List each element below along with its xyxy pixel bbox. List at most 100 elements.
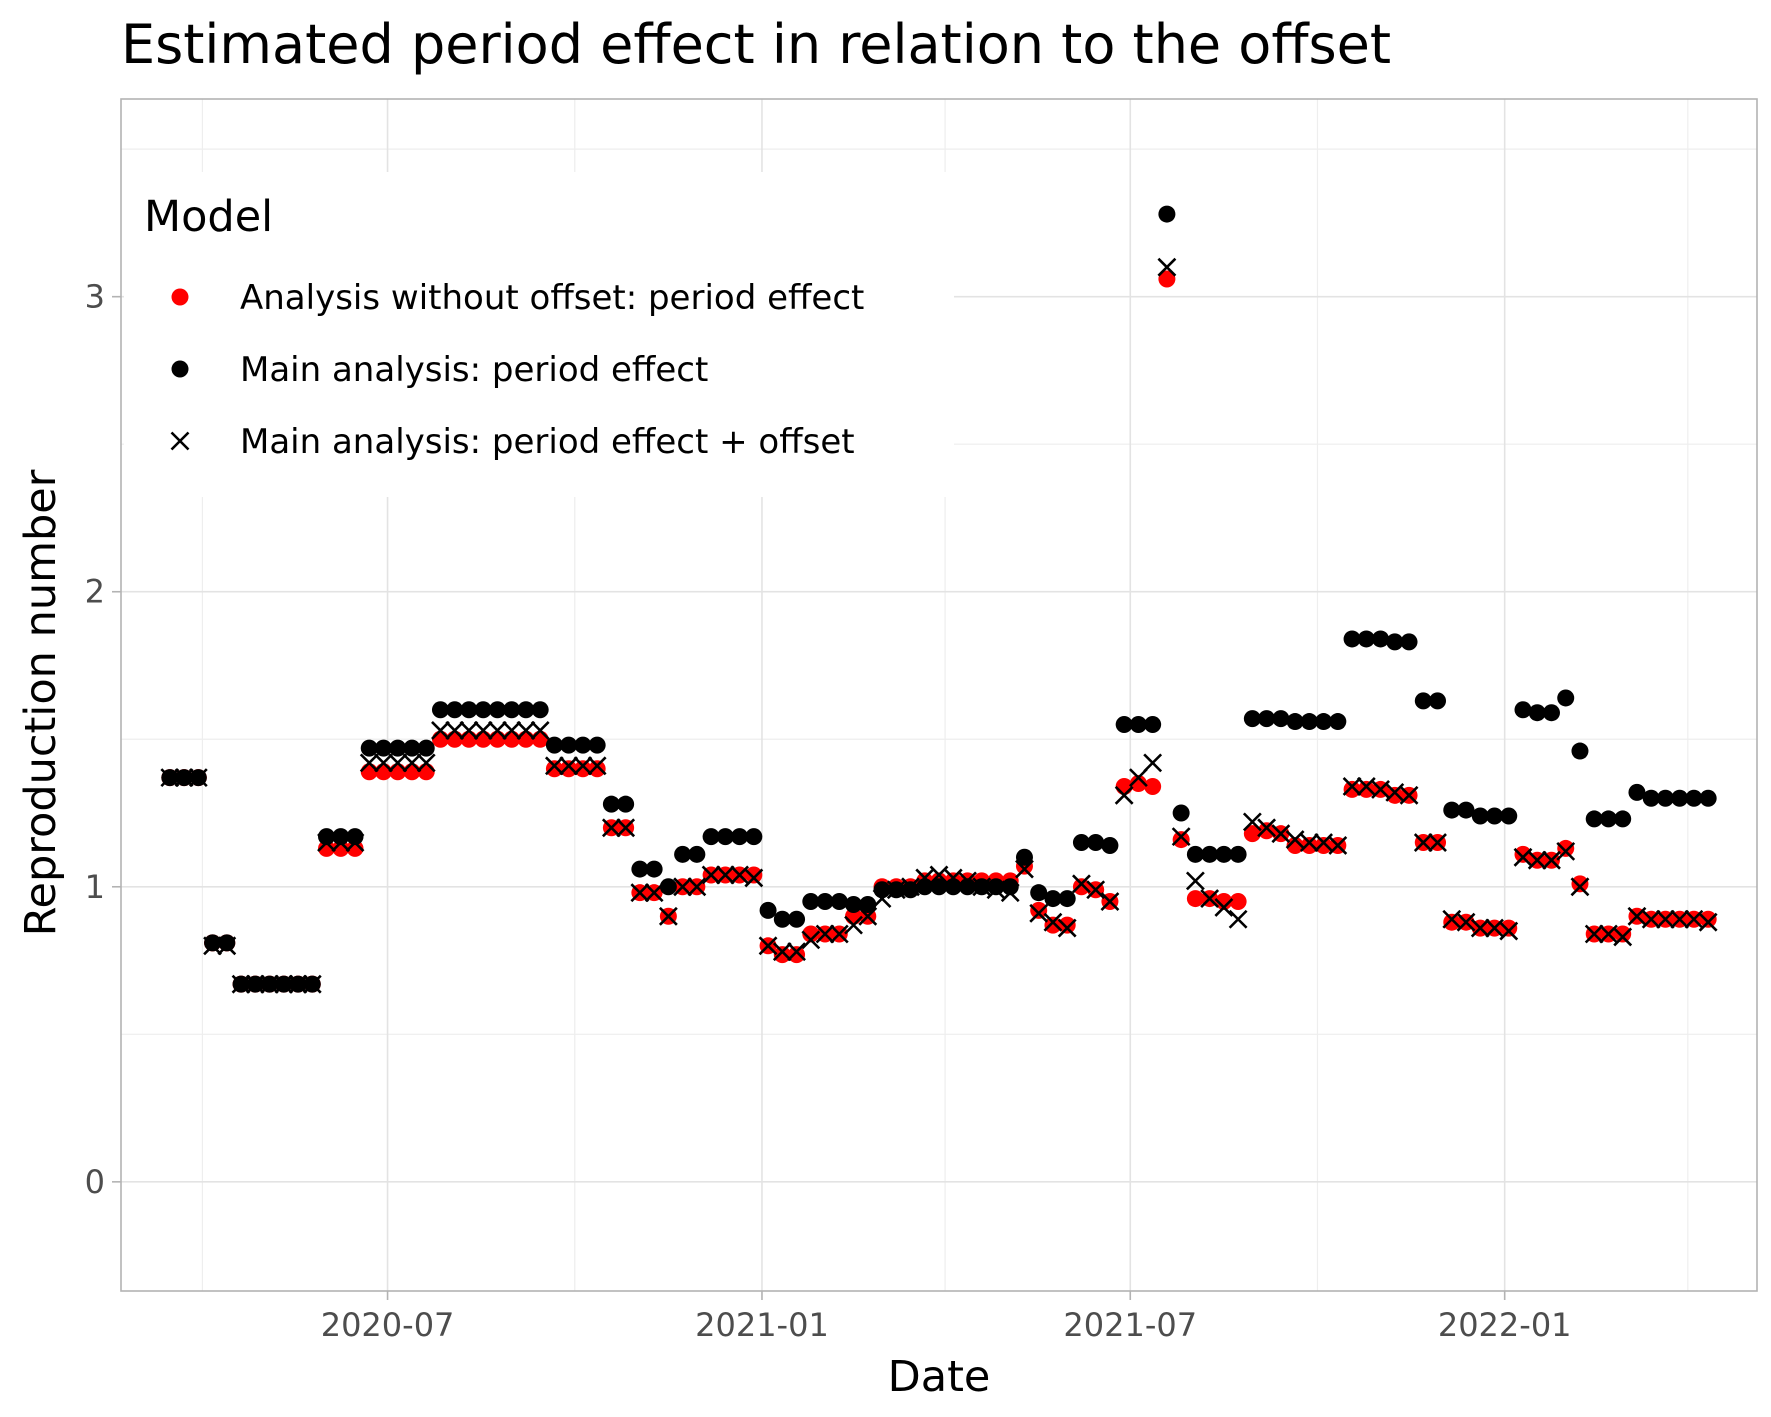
x-tick-label: 2021-07 [1063, 1306, 1197, 1344]
data-point [1158, 270, 1176, 288]
data-point [1300, 836, 1318, 854]
data-point [902, 881, 920, 899]
data-point [1215, 893, 1233, 911]
data-point-cross [1200, 889, 1220, 909]
data-point-cross [787, 942, 806, 962]
data-point-cross [288, 974, 308, 994]
data-point-cross [1057, 918, 1077, 938]
data-point-cross [858, 906, 878, 926]
data-point [731, 828, 749, 846]
legend: Model Analysis without offset: period ef… [124, 172, 954, 497]
data-point [1315, 836, 1333, 854]
legend-label: Main analysis: period effect + offset [240, 422, 855, 462]
data-point-cross [402, 753, 422, 773]
data-point-cross [160, 768, 180, 788]
data-point-cross [1413, 833, 1433, 852]
data-point-cross [601, 818, 621, 838]
data-point-cross [901, 877, 920, 897]
x-axis-title: Date [888, 1352, 991, 1402]
data-point [1115, 716, 1133, 734]
data-point [389, 739, 407, 757]
data-point-cross [943, 868, 963, 888]
data-point [531, 701, 549, 719]
data-point [1514, 701, 1532, 719]
data-point [1087, 834, 1105, 852]
data-point [1030, 901, 1048, 919]
data-point-cross [345, 833, 365, 852]
data-point [1129, 775, 1147, 793]
data-point-cross [502, 720, 522, 740]
data-point [1286, 836, 1304, 854]
data-point [1286, 713, 1304, 731]
series-3 [160, 257, 1718, 994]
data-point-cross [1556, 841, 1576, 861]
data-point [360, 739, 378, 757]
legend-items: Analysis without offset: period effect Ma… [170, 278, 864, 462]
data-point [1115, 777, 1133, 795]
data-point-cross [1299, 833, 1319, 852]
legend-label: Main analysis: period effect [240, 350, 708, 390]
data-point-cross [844, 915, 863, 935]
data-point-cross [1214, 898, 1234, 917]
data-point [745, 866, 763, 884]
data-point-cross [1627, 906, 1647, 926]
data-point-cross [317, 833, 336, 852]
data-point [659, 878, 677, 896]
data-point-cross [1499, 921, 1519, 941]
data-point-cross [1470, 918, 1490, 938]
data-point [1471, 807, 1489, 825]
data-point [574, 760, 592, 778]
data-point [1144, 716, 1162, 734]
data-point-cross [1143, 753, 1163, 773]
data-point-cross [1485, 918, 1504, 938]
data-point [560, 736, 578, 754]
data-point-cross [972, 877, 992, 897]
data-point [1429, 692, 1447, 710]
data-point-cross [687, 877, 707, 897]
data-point [958, 878, 976, 896]
data-point-cross [829, 924, 849, 944]
data-point [788, 910, 806, 928]
data-point-cross [245, 974, 265, 994]
data-point-cross [744, 868, 764, 888]
data-point [1329, 713, 1347, 731]
data-point-cross [544, 756, 564, 776]
data-point-cross [445, 720, 465, 740]
data-point-cross [488, 720, 507, 740]
data-point-cross [730, 865, 750, 885]
data-point-cross [1570, 877, 1590, 897]
y-tick-label: 3 [85, 278, 105, 316]
data-point [716, 828, 734, 846]
data-point-cross [530, 720, 550, 740]
panel-border [120, 98, 1758, 1292]
data-point-cross [715, 865, 735, 885]
data-point-cross [374, 753, 393, 773]
data-point [588, 760, 606, 778]
data-point-cross [302, 974, 322, 994]
y-tick-label: 2 [85, 573, 105, 611]
data-point [1614, 810, 1632, 828]
data-point-cross [1356, 777, 1376, 796]
data-point [645, 860, 663, 878]
data-point-cross [644, 883, 664, 903]
data-point [574, 736, 592, 754]
data-point-cross [587, 756, 607, 776]
data-point-cross [188, 768, 208, 788]
legend-key-cross [170, 431, 190, 451]
data-point-cross [658, 906, 678, 926]
data-point [1229, 845, 1247, 863]
data-point [1557, 839, 1575, 857]
data-point [1044, 890, 1062, 908]
data-point [602, 795, 620, 813]
data-point-cross [1015, 859, 1034, 879]
data-point [545, 736, 563, 754]
legend-title: Model [144, 192, 273, 242]
data-point [1457, 801, 1475, 819]
data-point [816, 893, 834, 911]
data-point-cross [1641, 909, 1661, 929]
data-point [1258, 822, 1276, 840]
data-point [617, 795, 635, 813]
data-point [1300, 713, 1318, 731]
y-axis-title: Reproduction number [16, 469, 66, 936]
data-point-cross [459, 720, 479, 740]
